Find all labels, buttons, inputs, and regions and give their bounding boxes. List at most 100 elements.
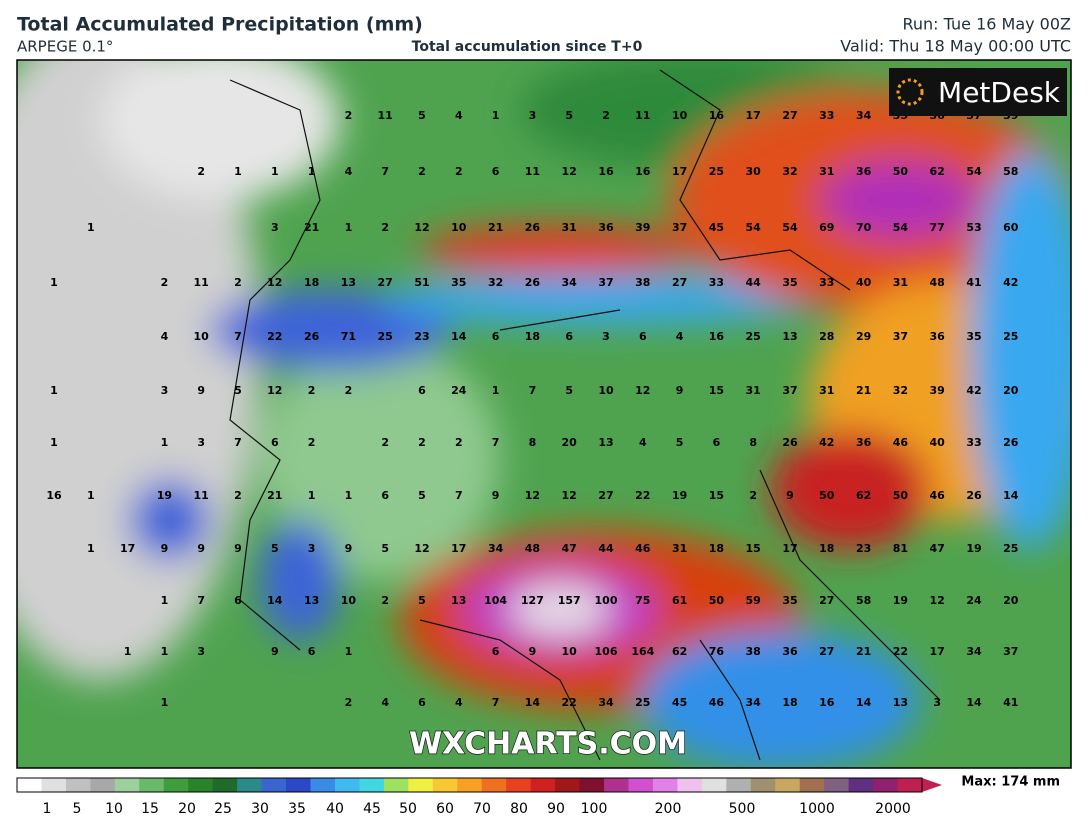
grid-value: 22: [893, 645, 908, 658]
grid-value: 164: [631, 645, 654, 658]
grid-value: 38: [746, 645, 761, 658]
grid-value: 39: [635, 221, 650, 234]
grid-value: 6: [418, 384, 426, 397]
grid-value: 2: [234, 489, 242, 502]
grid-value: 36: [598, 221, 614, 234]
grid-value: 37: [672, 221, 687, 234]
colorbar-label: 500: [729, 801, 756, 817]
grid-value: 21: [488, 221, 503, 234]
grid-value: 26: [1003, 436, 1019, 449]
grid-value: 34: [856, 109, 872, 122]
grid-value: 11: [378, 109, 393, 122]
grid-value: 9: [529, 645, 537, 658]
grid-value: 76: [709, 645, 725, 658]
grid-value: 45: [709, 221, 724, 234]
grid-value: 6: [713, 436, 721, 449]
grid-value: 106: [595, 645, 618, 658]
grid-value: 7: [492, 696, 500, 709]
grid-value: 19: [672, 489, 687, 502]
colorbar-swatch: [90, 778, 116, 792]
grid-value: 46: [930, 489, 946, 502]
grid-value: 35: [451, 276, 466, 289]
grid-value: 24: [966, 594, 982, 607]
grid-value: 7: [492, 436, 500, 449]
grid-value: 5: [676, 436, 684, 449]
grid-value: 17: [672, 165, 687, 178]
grid-value: 2: [345, 109, 353, 122]
grid-value: 48: [930, 276, 945, 289]
colorbar-label: 15: [141, 801, 159, 817]
grid-value: 10: [194, 330, 210, 343]
grid-value: 27: [782, 109, 797, 122]
grid-value: 54: [966, 165, 982, 178]
grid-value: 77: [930, 221, 945, 234]
grid-value: 7: [529, 384, 537, 397]
grid-value: 1: [308, 489, 316, 502]
colorbar-swatch: [261, 778, 287, 792]
grid-value: 6: [565, 330, 573, 343]
grid-value: 5: [565, 109, 573, 122]
grid-value: 42: [966, 384, 981, 397]
grid-value: 8: [529, 436, 537, 449]
grid-value: 9: [271, 645, 279, 658]
grid-value: 2: [197, 165, 205, 178]
grid-value: 22: [562, 696, 577, 709]
grid-value: 50: [709, 594, 725, 607]
grid-value: 6: [492, 645, 500, 658]
grid-value: 1: [492, 109, 500, 122]
grid-value: 13: [893, 696, 908, 709]
grid-value: 41: [1003, 696, 1018, 709]
colorbar-swatch: [848, 778, 874, 792]
grid-value: 69: [819, 221, 834, 234]
grid-value: 53: [966, 221, 981, 234]
colorbar-swatch: [65, 778, 91, 792]
grid-value: 3: [933, 696, 941, 709]
grid-value: 37: [598, 276, 613, 289]
grid-value: 4: [161, 330, 169, 343]
grid-value: 54: [746, 221, 762, 234]
grid-value: 1: [345, 645, 353, 658]
grid-value: 25: [1003, 542, 1018, 555]
grid-value: 31: [819, 165, 834, 178]
grid-value: 14: [451, 330, 467, 343]
grid-value: 26: [525, 276, 541, 289]
grid-value: 6: [271, 436, 279, 449]
grid-value: 7: [234, 330, 242, 343]
grid-value: 26: [304, 330, 320, 343]
colorbar-swatch: [139, 778, 165, 792]
grid-value: 31: [672, 542, 687, 555]
grid-value: 17: [782, 542, 797, 555]
grid-value: 15: [746, 542, 761, 555]
grid-value: 27: [598, 489, 613, 502]
grid-value: 2: [234, 276, 242, 289]
colorbar-swatch: [555, 778, 581, 792]
grid-value: 34: [746, 696, 762, 709]
grid-value: 2: [345, 696, 353, 709]
grid-value: 58: [1003, 165, 1018, 178]
grid-value: 17: [451, 542, 466, 555]
colorbar-swatch: [750, 778, 776, 792]
grid-value: 7: [381, 165, 389, 178]
grid-value: 27: [672, 276, 687, 289]
grid-value: 5: [271, 542, 279, 555]
grid-value: 18: [709, 542, 724, 555]
grid-value: 14: [525, 696, 541, 709]
colorbar-label: 1: [43, 801, 52, 817]
grid-value: 40: [930, 436, 946, 449]
grid-value: 12: [414, 221, 429, 234]
grid-value: 34: [598, 696, 614, 709]
colorbar-label: 25: [214, 801, 232, 817]
grid-value: 40: [856, 276, 872, 289]
grid-value: 3: [271, 221, 279, 234]
grid-value: 34: [562, 276, 578, 289]
value-grid: 2115413521110161727333435363739211147226…: [46, 109, 1018, 709]
watermark: WXCHARTS.COM: [409, 727, 687, 762]
colorbar-swatch: [701, 778, 727, 792]
grid-value: 6: [234, 594, 242, 607]
grid-value: 14: [966, 696, 982, 709]
grid-value: 36: [782, 645, 798, 658]
grid-value: 61: [672, 594, 687, 607]
grid-value: 3: [197, 436, 205, 449]
grid-value: 17: [930, 645, 945, 658]
